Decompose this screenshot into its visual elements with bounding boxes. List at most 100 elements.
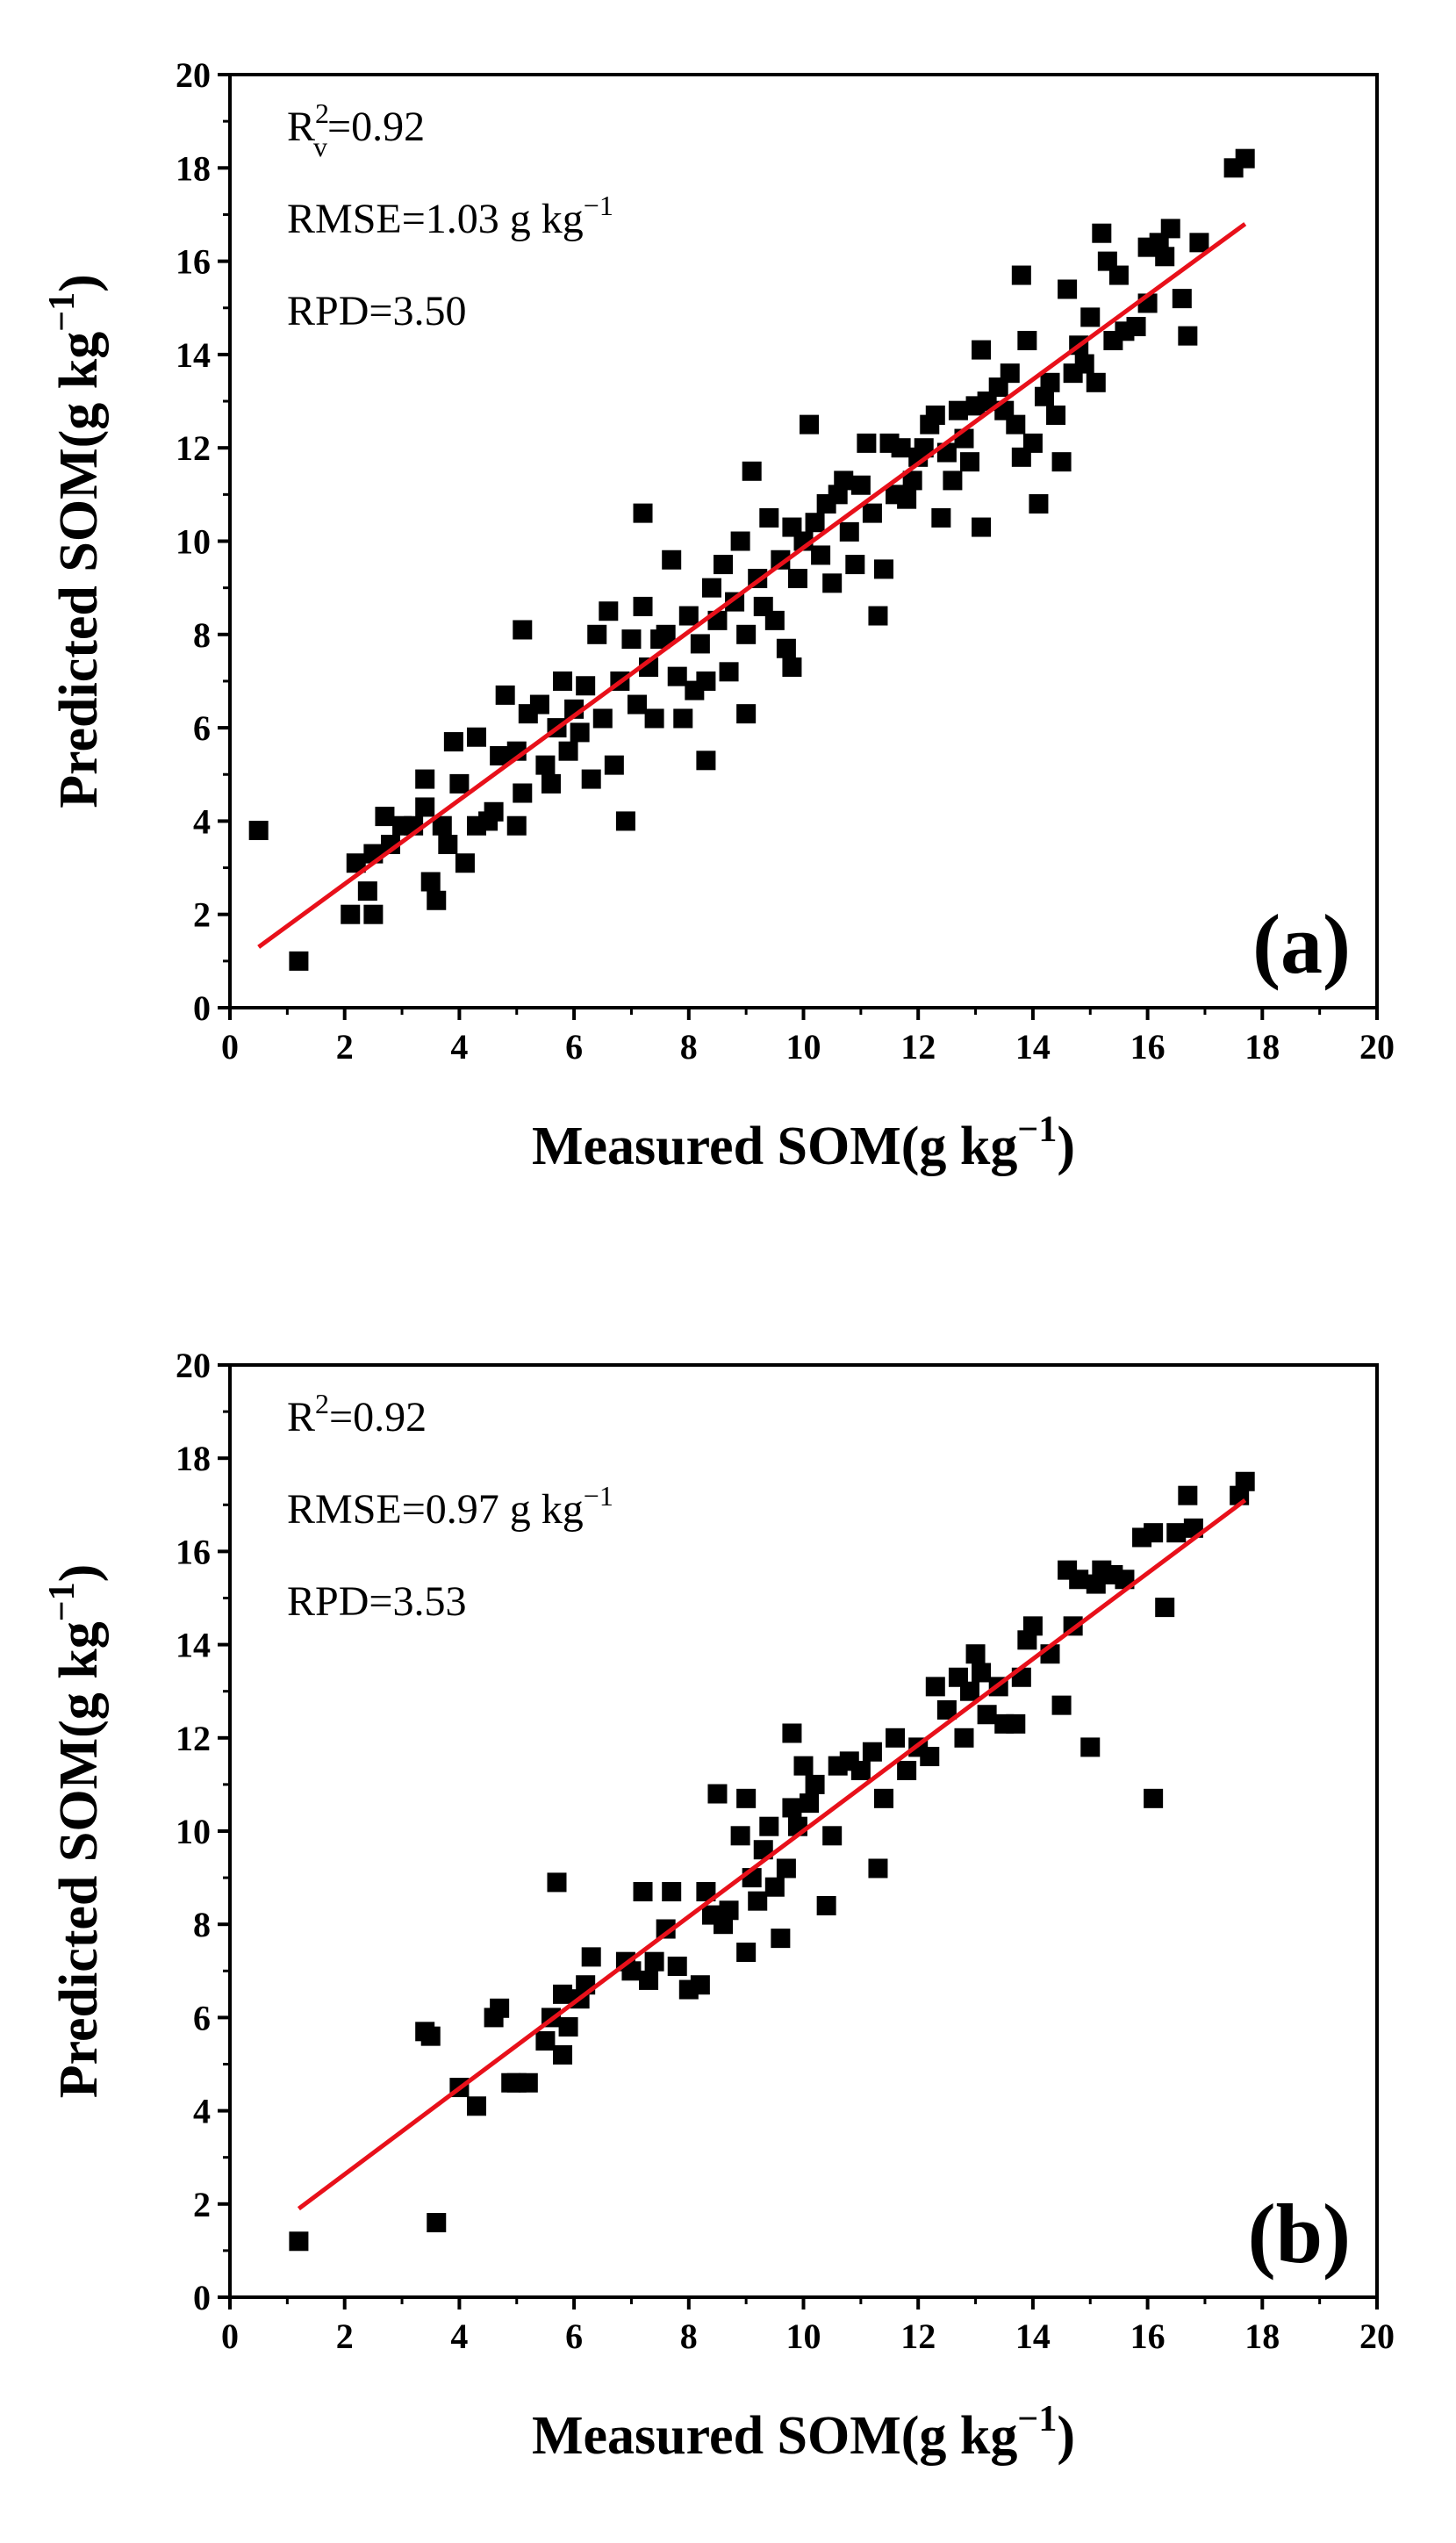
scatter-points: [248, 148, 1255, 971]
data-point: [850, 1760, 871, 1780]
data-point: [656, 624, 676, 644]
y-tick-label: 10: [176, 522, 211, 562]
data-point: [690, 634, 710, 654]
data-point: [667, 666, 687, 686]
data-point: [857, 433, 877, 453]
data-point: [513, 620, 533, 640]
panel-label: (b): [1248, 2187, 1351, 2281]
data-point: [776, 1858, 796, 1879]
data-point: [1080, 307, 1101, 327]
data-point: [1051, 452, 1072, 472]
data-point: [1006, 1713, 1026, 1734]
data-point: [1235, 1471, 1255, 1491]
data-point: [621, 1961, 642, 1981]
data-point: [886, 1728, 906, 1748]
data-point: [529, 694, 549, 715]
data-point: [771, 550, 791, 570]
data-point: [415, 769, 435, 789]
data-point: [248, 821, 269, 841]
data-point: [455, 853, 475, 873]
data-point: [581, 769, 601, 789]
y-tick-label: 16: [176, 1532, 211, 1571]
y-tick-label: 10: [176, 1812, 211, 1851]
data-point: [1235, 148, 1255, 169]
data-point: [690, 1975, 710, 1995]
data-point: [363, 904, 384, 924]
data-point: [1092, 223, 1112, 243]
data-point: [678, 606, 699, 626]
y-tick-label: 20: [176, 1346, 211, 1385]
data-point: [490, 1998, 510, 2018]
data-point: [965, 1644, 986, 1664]
data-point: [547, 1872, 567, 1893]
data-point: [541, 773, 561, 794]
y-axis-title: Predicted SOM(g kg−1): [42, 1564, 109, 2099]
data-point: [553, 1984, 573, 2004]
data-point: [1017, 330, 1037, 350]
data-point: [936, 1699, 957, 1720]
data-point: [633, 1882, 653, 1902]
data-point: [897, 489, 917, 509]
data-point: [558, 2017, 578, 2037]
chart-panel-2: 0 2 4 6 8 10 12 14 16 18 20 0 2 4 6 8 10 12 14 16 18 20 R2=0.9…: [42, 1346, 1395, 2466]
data-point: [1069, 1570, 1089, 1590]
data-point: [931, 507, 951, 528]
data-point: [604, 755, 624, 775]
data-point: [644, 708, 664, 729]
data-point: [811, 545, 831, 565]
data-point: [1189, 233, 1209, 253]
x-tick-label: 12: [900, 2317, 936, 2356]
data-point: [513, 783, 533, 803]
x-tick-label: 6: [565, 2317, 583, 2356]
x-tick-label: 18: [1244, 1027, 1280, 1067]
data-point: [558, 741, 578, 761]
data-point: [1011, 265, 1031, 285]
y-tick-label: 12: [176, 428, 211, 468]
data-point: [816, 1895, 836, 1915]
y-tick-label: 14: [176, 1626, 211, 1665]
data-point: [759, 1816, 779, 1836]
data-point: [1144, 1788, 1164, 1808]
data-point: [438, 834, 458, 854]
data-point: [822, 573, 843, 593]
data-point: [553, 671, 573, 691]
data-point: [862, 503, 882, 523]
stats-annotation: R2=0.92 RMSE=0.97 g kg−1 RPD=3.53: [287, 1388, 613, 1625]
y-tick-label: 2: [193, 2185, 211, 2224]
stat-line: R2 v=0.92: [287, 97, 425, 162]
fit-line: [297, 1498, 1247, 2211]
data-point: [592, 708, 613, 729]
data-point: [897, 1760, 917, 1780]
data-point: [782, 1723, 802, 1743]
data-point: [1022, 1616, 1043, 1636]
data-point: [484, 801, 504, 822]
data-point: [736, 624, 757, 644]
data-point: [701, 578, 721, 598]
data-point: [570, 722, 590, 743]
data-point: [420, 872, 441, 892]
x-tick-label: 2: [336, 2317, 354, 2356]
x-tick-label: 16: [1130, 2317, 1166, 2356]
y-tick-label: 4: [193, 801, 211, 841]
data-point: [639, 1970, 659, 1990]
plot-frame: [228, 1363, 1379, 2299]
data-point: [633, 503, 653, 523]
data-point: [673, 708, 693, 729]
data-point: [850, 475, 871, 495]
data-point: [467, 2096, 487, 2116]
data-point: [621, 629, 642, 650]
data-point: [427, 890, 447, 910]
data-point: [891, 438, 911, 458]
data-point: [289, 951, 309, 971]
data-point: [696, 671, 716, 691]
x-tick-label: 8: [680, 2317, 698, 2356]
data-point: [662, 550, 682, 570]
data-point: [707, 1784, 728, 1804]
data-point: [656, 1919, 676, 1939]
x-tick-label: 14: [1015, 2317, 1051, 2356]
x-axis-title: Measured SOM(g kg−1): [532, 2399, 1075, 2466]
data-point: [1074, 354, 1094, 374]
data-point: [495, 685, 515, 705]
data-point: [535, 755, 556, 775]
